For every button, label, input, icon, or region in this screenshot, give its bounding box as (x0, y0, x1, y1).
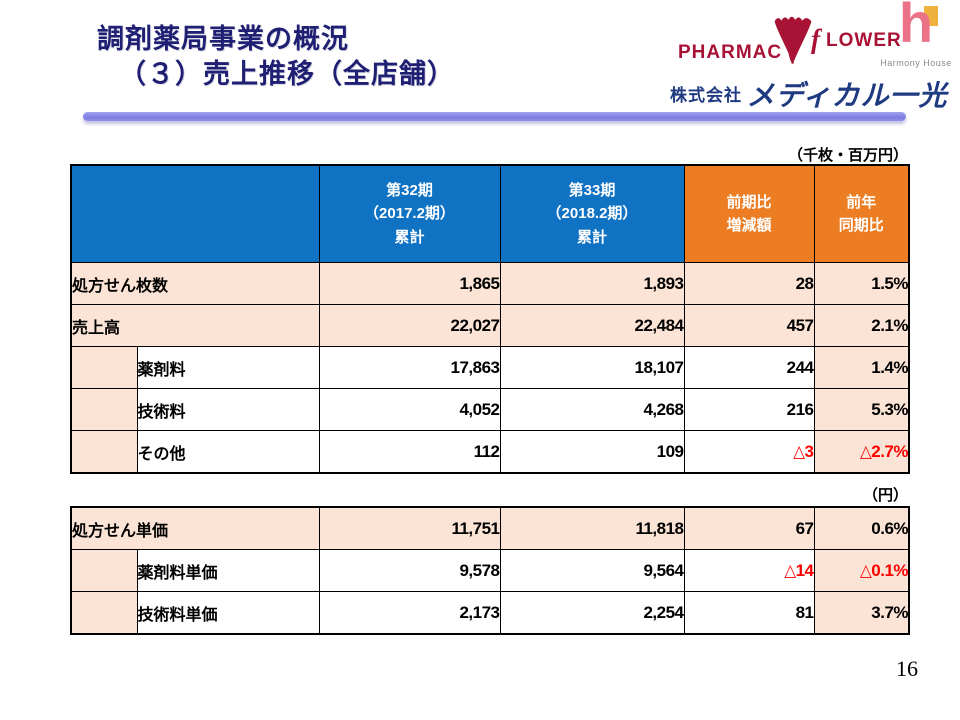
harmony-house-logo: h Harmony House (880, 0, 952, 70)
tulip-flower-icon (774, 16, 812, 65)
company-name: 株式会社 メディカル一光 (670, 74, 948, 114)
indent-cell (70, 430, 138, 474)
table-row-prescription-unit-price: 処方せん単価 11,751 11,818 67 0.6% (70, 506, 910, 550)
company-prefix: 株式会社 (670, 86, 742, 105)
indent-cell (70, 346, 138, 389)
table-row-drug-fees: 薬剤料 17,863 18,107 244 1.4% (70, 346, 910, 389)
title-line2: （３）売上推移（全店舗） (119, 58, 455, 89)
header-change: 前期比 増減額 (683, 164, 815, 263)
header-period33: 第33期 （2018.2期） 累計 (499, 164, 685, 263)
header-period32: 第32期 （2017.2期） 累計 (318, 164, 501, 263)
harmony-house-yellow-accent (924, 6, 938, 26)
table-row-prescriptions: 処方せん枚数 1,865 1,893 28 1.5% (70, 262, 910, 305)
pharmacy-flower-f-glyph: f (811, 24, 820, 54)
table2-unit-label: （円） (862, 487, 908, 504)
pharmacy-flower-text-right: LOWER (826, 30, 902, 51)
harmony-house-caption: Harmony House (880, 58, 952, 68)
company-brand-name: メディカル一光 (746, 80, 948, 111)
header-corner-cell (70, 164, 320, 263)
sales-summary-table: 第32期 （2017.2期） 累計 第33期 （2018.2期） 累計 前期比 … (70, 164, 910, 474)
table-row-technical-fee-unit-price: 技術料単価 2,173 2,254 81 3.7% (70, 591, 910, 635)
table-row-net-sales: 売上高 22,027 22,484 457 2.1% (70, 304, 910, 347)
indent-cell (70, 388, 138, 431)
page-title: 調剤薬局事業の概況 （３）売上推移（全店舗） (97, 22, 455, 91)
table-row-other: その他 112 109 △3 △2.7% (70, 430, 910, 474)
pharmacy-flower-logo: PHARMAC f LOWER (678, 6, 901, 72)
indent-cell (70, 591, 138, 635)
title-divider-bar (83, 112, 906, 121)
page-number: 16 (896, 656, 918, 681)
table-row-drug-fee-unit-price: 薬剤料単価 9,578 9,564 △14 △0.1% (70, 549, 910, 592)
harmony-house-icon: h (890, 0, 942, 56)
harmony-house-h-mark: h (898, 0, 934, 54)
table-header-row: 第32期 （2017.2期） 累計 第33期 （2018.2期） 累計 前期比 … (70, 164, 910, 263)
indent-cell (70, 549, 138, 592)
pharmacy-flower-text-left: PHARMAC (678, 42, 783, 63)
header-yoy: 前年 同期比 (813, 164, 910, 263)
unit-price-table: 処方せん単価 11,751 11,818 67 0.6% 薬剤料単価 9,578… (70, 506, 911, 635)
table1-unit-label: （千枚・百万円） (787, 147, 908, 164)
title-line1: 調剤薬局事業の概況 (97, 24, 349, 54)
table-row-technical-fees: 技術料 4,052 4,268 216 5.3% (70, 388, 910, 431)
